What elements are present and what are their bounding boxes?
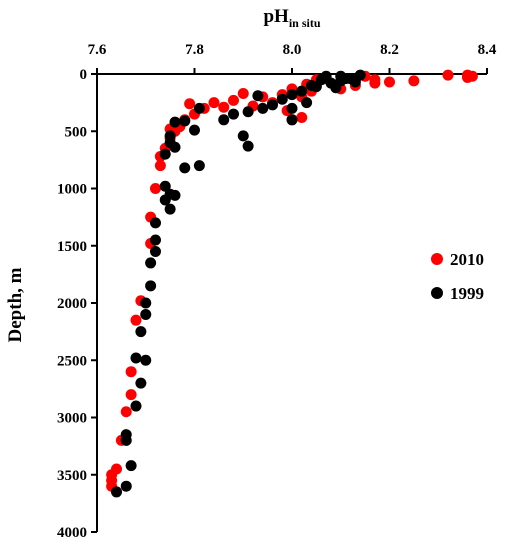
data-point-1999 xyxy=(189,124,200,136)
data-point-1999 xyxy=(228,108,239,120)
data-point-1999 xyxy=(252,90,264,102)
data-point-2010 xyxy=(462,71,473,83)
data-point-1999 xyxy=(286,102,298,114)
data-point-2010 xyxy=(184,98,196,110)
data-point-1999 xyxy=(286,114,298,126)
data-point-2010 xyxy=(150,183,161,194)
data-point-1999 xyxy=(193,102,205,114)
data-point-1999 xyxy=(242,106,254,118)
data-point-2010 xyxy=(130,314,142,326)
legend: 2010 1999 xyxy=(431,250,484,303)
data-point-1999 xyxy=(150,217,161,229)
data-point-1999 xyxy=(286,89,298,101)
legend-marker-2010 xyxy=(431,253,443,265)
data-point-1999 xyxy=(145,257,157,269)
data-point-2010 xyxy=(442,69,454,81)
x-axis-title-main: pH xyxy=(263,6,289,27)
data-point-2010 xyxy=(154,160,166,172)
data-point-1999 xyxy=(159,194,171,206)
data-point-1999 xyxy=(257,102,269,114)
data-point-2010 xyxy=(208,97,220,109)
data-point-1999 xyxy=(296,85,308,97)
x-tick-label: 7.8 xyxy=(185,42,204,58)
data-point-2010 xyxy=(120,406,132,418)
data-point-1999 xyxy=(150,245,161,257)
legend-marker-1999 xyxy=(431,287,443,299)
data-point-1999 xyxy=(120,480,132,492)
x-tick-label: 7.6 xyxy=(88,42,107,58)
data-point-1999 xyxy=(169,141,181,153)
data-point-1999 xyxy=(140,308,152,320)
y-tick-label: 0 xyxy=(80,67,88,83)
y-tick-label: 1500 xyxy=(57,239,87,255)
y-tick-label: 2000 xyxy=(57,296,87,312)
data-point-2010 xyxy=(384,76,395,88)
data-point-1999 xyxy=(169,189,181,201)
y-tick-label: 3500 xyxy=(57,468,87,484)
data-point-1999 xyxy=(218,114,230,126)
data-point-1999 xyxy=(125,460,137,472)
data-point-1999 xyxy=(145,280,157,292)
data-point-2010 xyxy=(125,389,137,401)
data-point-1999 xyxy=(140,354,152,366)
data-point-2010 xyxy=(408,75,420,87)
y-axis-ticks: 0 500 1000 1500 2000 2500 3000 3500 4000 xyxy=(57,67,97,541)
data-point-1999 xyxy=(130,400,142,412)
x-axis-ticks: 7.6 7.8 8.0 8.2 8.4 xyxy=(88,42,497,74)
y-tick-label: 3000 xyxy=(57,411,87,427)
data-point-1999 xyxy=(179,162,191,174)
data-point-1999 xyxy=(267,99,278,111)
data-point-1999 xyxy=(340,73,352,85)
data-point-1999 xyxy=(150,234,161,246)
x-axis-title-sub: in situ xyxy=(289,16,321,30)
y-axis-title: Depth, m xyxy=(5,267,26,342)
data-point-1999 xyxy=(320,70,332,82)
data-point-2010 xyxy=(237,87,249,99)
data-point-1999 xyxy=(164,203,176,215)
x-axis-title: pHin situ xyxy=(263,6,320,30)
data-point-1999 xyxy=(349,76,361,88)
y-tick-label: 4000 xyxy=(57,525,87,541)
data-point-1999 xyxy=(276,93,288,105)
data-point-1999 xyxy=(242,140,254,152)
x-tick-label: 8.0 xyxy=(283,42,302,58)
data-point-2010 xyxy=(218,101,230,113)
data-point-1999 xyxy=(237,130,249,142)
data-point-2010 xyxy=(296,112,308,124)
data-point-1999 xyxy=(111,486,122,498)
data-point-2010 xyxy=(125,366,137,378)
y-tick-label: 500 xyxy=(65,124,88,140)
data-point-1999 xyxy=(135,326,147,338)
data-point-1999 xyxy=(159,148,171,160)
legend-label-2010: 2010 xyxy=(450,250,484,269)
data-point-1999 xyxy=(179,115,191,127)
legend-label-1999: 1999 xyxy=(450,284,484,303)
data-point-1999 xyxy=(159,180,171,192)
data-point-1999 xyxy=(193,160,205,172)
data-point-1999 xyxy=(130,352,142,364)
data-point-1999 xyxy=(135,377,147,389)
data-point-2010 xyxy=(369,77,381,89)
data-point-1999 xyxy=(169,116,181,128)
data-points xyxy=(106,69,478,498)
x-tick-label: 8.2 xyxy=(380,42,399,58)
data-point-1999 xyxy=(140,297,152,309)
y-tick-label: 2500 xyxy=(57,353,87,369)
data-point-1999 xyxy=(120,434,132,446)
data-point-1999 xyxy=(310,81,322,93)
data-point-1999 xyxy=(301,97,313,109)
x-tick-label: 8.4 xyxy=(478,42,497,58)
data-point-2010 xyxy=(228,94,239,106)
y-tick-label: 1000 xyxy=(57,182,87,198)
